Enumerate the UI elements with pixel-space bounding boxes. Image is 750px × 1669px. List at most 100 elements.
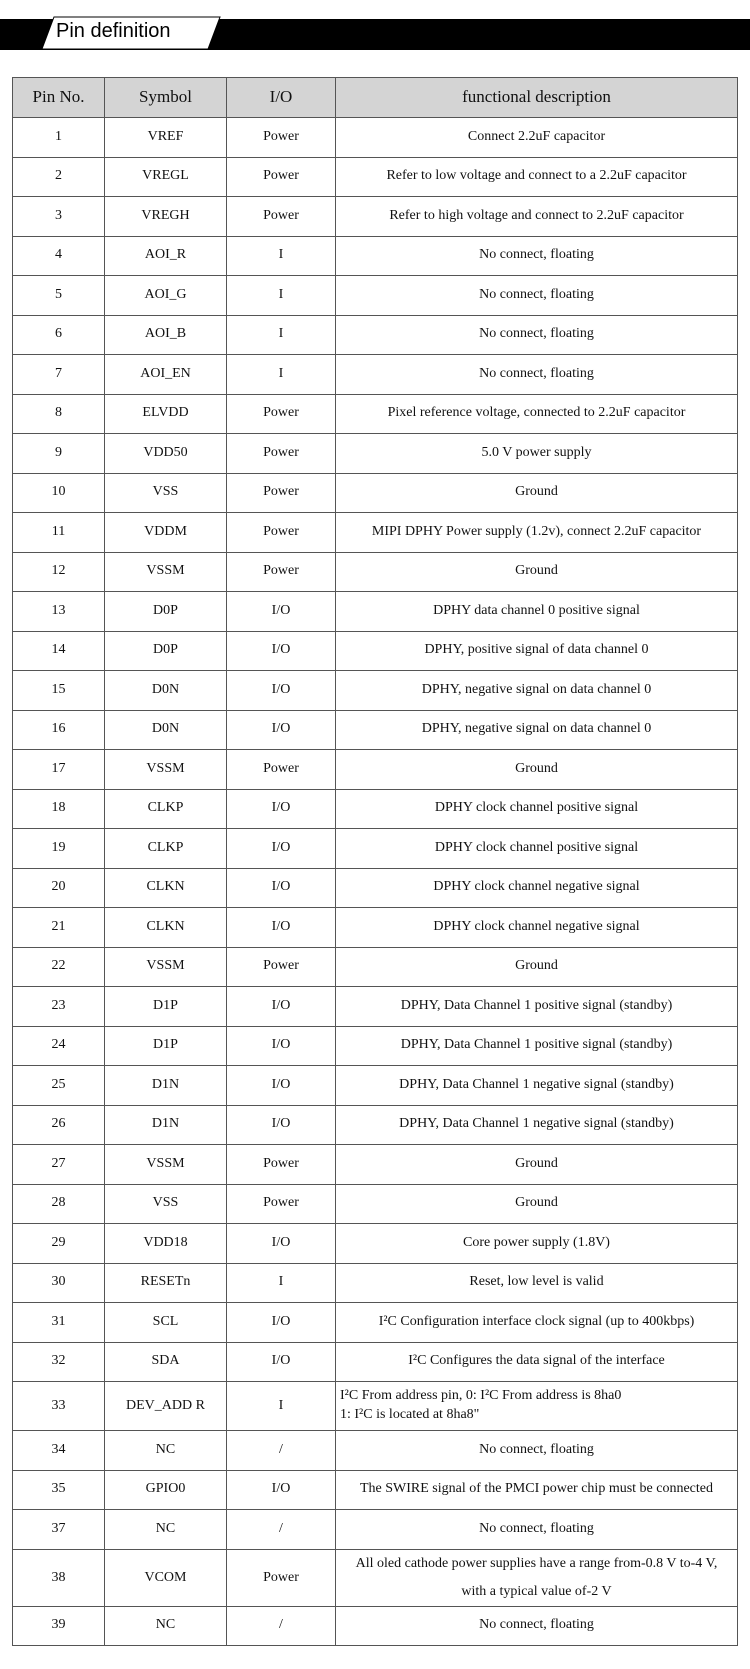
pin-number: 33 bbox=[12, 1381, 105, 1431]
pin-io: I bbox=[226, 275, 336, 316]
table-row: 17 VSSM Power Ground bbox=[12, 749, 738, 790]
pin-description: Reset, low level is valid bbox=[335, 1262, 738, 1303]
pin-description: DPHY, Data Channel 1 negative signal (st… bbox=[335, 1065, 738, 1106]
pin-description: Core power supply (1.8V) bbox=[335, 1223, 738, 1264]
pin-symbol: GPIO0 bbox=[104, 1469, 227, 1510]
pin-description: Refer to low voltage and connect to a 2.… bbox=[335, 156, 738, 197]
pin-number: 3 bbox=[12, 196, 105, 237]
pin-description: DPHY clock channel positive signal bbox=[335, 828, 738, 869]
pin-io: I/O bbox=[226, 1223, 336, 1264]
pin-io: / bbox=[226, 1605, 336, 1646]
pin-description: DPHY clock channel negative signal bbox=[335, 867, 738, 908]
table-row: 14 D0P I/O DPHY, positive signal of data ch… bbox=[12, 630, 738, 671]
pin-description: I²C Configures the data signal of the in… bbox=[335, 1341, 738, 1382]
pin-symbol: NC bbox=[104, 1605, 227, 1646]
pin-number: 9 bbox=[12, 433, 105, 474]
pin-io: I/O bbox=[226, 709, 336, 750]
pin-io: Power bbox=[226, 393, 336, 434]
table-row: 33 DEV_ADD R I I²C From address pin, 0: I²C… bbox=[12, 1381, 738, 1431]
pin-number: 15 bbox=[12, 670, 105, 711]
pin-io: I/O bbox=[226, 670, 336, 711]
pin-symbol: RESETn bbox=[104, 1262, 227, 1303]
section-title-tag: Pin definition bbox=[42, 15, 222, 51]
pin-description: No connect, floating bbox=[335, 1509, 738, 1550]
pin-description: Refer to high voltage and connect to 2.2… bbox=[335, 196, 738, 237]
pin-symbol: CLKN bbox=[104, 907, 227, 948]
pin-number: 13 bbox=[12, 591, 105, 632]
table-row: 11 VDDM Power MIPI DPHY Power supply (1.2v)… bbox=[12, 512, 738, 553]
pin-number: 10 bbox=[12, 472, 105, 513]
pin-number: 22 bbox=[12, 946, 105, 987]
pin-number: 35 bbox=[12, 1469, 105, 1510]
pin-symbol: DEV_ADD R bbox=[104, 1381, 227, 1431]
table-row: 8 ELVDD Power Pixel reference voltage, conn… bbox=[12, 393, 738, 434]
pin-number: 6 bbox=[12, 314, 105, 355]
pin-number: 21 bbox=[12, 907, 105, 948]
pin-symbol: VREGL bbox=[104, 156, 227, 197]
pin-number: 34 bbox=[12, 1430, 105, 1471]
pin-io: I/O bbox=[226, 1469, 336, 1510]
pin-number: 26 bbox=[12, 1104, 105, 1145]
table-row: 21 CLKN I/O DPHY clock channel negative sig… bbox=[12, 907, 738, 948]
pin-description: DPHY, negative signal on data channel 0 bbox=[335, 709, 738, 750]
pin-symbol: D1P bbox=[104, 1025, 227, 1066]
pin-description: DPHY clock channel negative signal bbox=[335, 907, 738, 948]
pin-description: Ground bbox=[335, 946, 738, 987]
pin-number: 29 bbox=[12, 1223, 105, 1264]
pin-io: Power bbox=[226, 946, 336, 987]
pin-number: 27 bbox=[12, 1144, 105, 1185]
pin-io: I bbox=[226, 1262, 336, 1303]
pin-number: 12 bbox=[12, 551, 105, 592]
pin-description: DPHY, Data Channel 1 positive signal (st… bbox=[335, 986, 738, 1027]
table-row: 37 NC / No connect, floating bbox=[12, 1509, 738, 1550]
pin-symbol: VSSM bbox=[104, 551, 227, 592]
pin-number: 19 bbox=[12, 828, 105, 869]
pin-symbol: D0N bbox=[104, 670, 227, 711]
table-row: 28 VSS Power Ground bbox=[12, 1183, 738, 1224]
pin-io: I bbox=[226, 1381, 336, 1431]
pin-description: The SWIRE signal of the PMCI power chip … bbox=[335, 1469, 738, 1510]
pin-symbol: AOI_B bbox=[104, 314, 227, 355]
pin-description: No connect, floating bbox=[335, 1605, 738, 1646]
pin-io: I/O bbox=[226, 867, 336, 908]
pin-io: I/O bbox=[226, 630, 336, 671]
pin-description: Connect 2.2uF capacitor bbox=[335, 117, 738, 158]
pin-io: Power bbox=[226, 1548, 336, 1607]
pin-description: No connect, floating bbox=[335, 1430, 738, 1471]
pin-symbol: D0N bbox=[104, 709, 227, 750]
header-io: I/O bbox=[226, 77, 336, 118]
pin-number: 25 bbox=[12, 1065, 105, 1106]
pin-symbol: D0P bbox=[104, 591, 227, 632]
pin-io: / bbox=[226, 1509, 336, 1550]
pin-symbol: AOI_EN bbox=[104, 354, 227, 395]
pin-description: I²C From address pin, 0: I²C From addres… bbox=[335, 1381, 738, 1431]
pin-number: 14 bbox=[12, 630, 105, 671]
pin-number: 7 bbox=[12, 354, 105, 395]
pin-number: 18 bbox=[12, 788, 105, 829]
pin-symbol: VSSM bbox=[104, 749, 227, 790]
pin-description: I²C Configuration interface clock signal… bbox=[335, 1302, 738, 1343]
table-row: 34 NC / No connect, floating bbox=[12, 1430, 738, 1471]
pin-symbol: VSS bbox=[104, 1183, 227, 1224]
table-row: 18 CLKP I/O DPHY clock channel positive sig… bbox=[12, 788, 738, 829]
pin-description: Pixel reference voltage, connected to 2.… bbox=[335, 393, 738, 434]
pin-description: DPHY, Data Channel 1 negative signal (st… bbox=[335, 1104, 738, 1145]
pin-io: Power bbox=[226, 117, 336, 158]
pin-description: All oled cathode power supplies have a r… bbox=[335, 1548, 738, 1607]
pin-description: DPHY, Data Channel 1 positive signal (st… bbox=[335, 1025, 738, 1066]
table-row: 10 VSS Power Ground bbox=[12, 472, 738, 513]
pin-number: 16 bbox=[12, 709, 105, 750]
table-row: 5 AOI_G I No connect, floating bbox=[12, 275, 738, 316]
pin-io: I/O bbox=[226, 1065, 336, 1106]
pin-io: I bbox=[226, 314, 336, 355]
pin-io: / bbox=[226, 1430, 336, 1471]
pin-io: I/O bbox=[226, 591, 336, 632]
pin-description: MIPI DPHY Power supply (1.2v), connect 2… bbox=[335, 512, 738, 553]
table-row: 7 AOI_EN I No connect, floating bbox=[12, 354, 738, 395]
pin-symbol: VDDM bbox=[104, 512, 227, 553]
pin-io: I bbox=[226, 235, 336, 276]
pin-description: DPHY, negative signal on data channel 0 bbox=[335, 670, 738, 711]
pin-description: DPHY, positive signal of data channel 0 bbox=[335, 630, 738, 671]
pin-io: I/O bbox=[226, 788, 336, 829]
pin-description: No connect, floating bbox=[335, 275, 738, 316]
